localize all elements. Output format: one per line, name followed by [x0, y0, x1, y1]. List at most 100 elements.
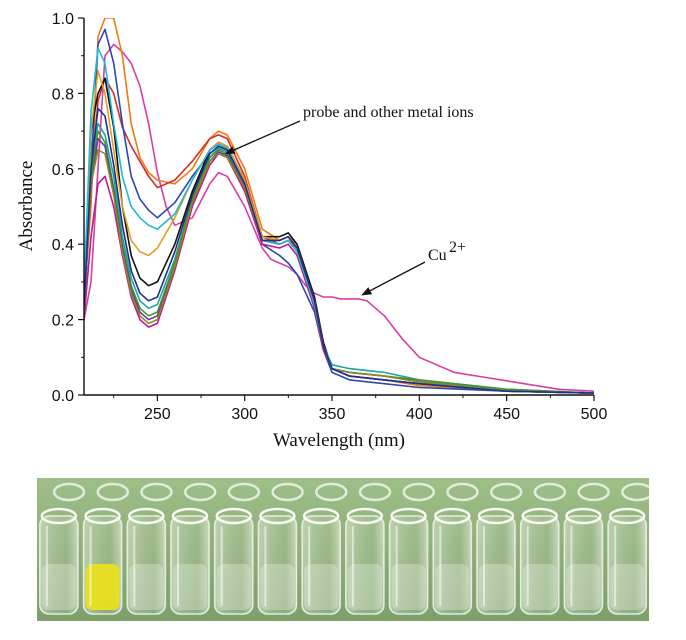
vial-rim [40, 507, 78, 525]
y-tick-label: 1.0 [52, 11, 74, 28]
vial [345, 507, 385, 615]
vial-back-rim [533, 482, 567, 502]
vial-glass [607, 515, 647, 615]
y-tick-label: 0.2 [52, 313, 74, 330]
vial-rim [302, 507, 340, 525]
vial [257, 507, 298, 615]
series-layer [84, 18, 594, 394]
vial-solution [435, 564, 470, 610]
vial [432, 507, 473, 615]
vials-photo [37, 478, 654, 621]
vial-rim [390, 507, 427, 525]
series-line-red [84, 77, 594, 394]
vial-solution [85, 564, 120, 610]
series-line-black [84, 77, 594, 394]
vial-back-rim [140, 482, 173, 502]
vial-back-rim [52, 482, 86, 502]
vial-solution [479, 564, 513, 610]
series-line-orange [84, 18, 594, 394]
vial-solution [304, 564, 339, 610]
vial-rim [171, 507, 209, 525]
vial [563, 507, 604, 615]
vial-back-rim [402, 482, 436, 502]
vial-back-rim [271, 482, 304, 502]
vial-rim [346, 507, 384, 525]
vial-rim [477, 507, 515, 525]
x-tick-label: 300 [231, 406, 258, 423]
x-tick-label: 400 [406, 406, 433, 423]
vials [39, 482, 654, 615]
axes [78, 17, 595, 401]
vial-glass [170, 515, 210, 615]
series-line-cu2- [84, 43, 594, 392]
series-line-blue [84, 28, 594, 394]
annotation-cu-label: Cu [428, 247, 447, 264]
vial-glass [432, 515, 473, 615]
absorbance-chart: 250 300 350 400 450 500 0.0 0.2 0.4 0.6 0.8 1.0 pro… [16, 11, 608, 451]
series-line-teal [84, 122, 594, 394]
vial-glass [39, 515, 79, 615]
y-tick-label: 0.4 [52, 237, 74, 254]
vials-photo-illustration [37, 478, 654, 621]
y-tick-label: 0.0 [52, 388, 74, 405]
vial [476, 507, 516, 615]
tick-labels: 250 300 350 400 450 500 0.0 0.2 0.4 0.6 0.8 1.0 [52, 11, 608, 423]
vial-solution [566, 564, 601, 610]
vial-solution [260, 564, 295, 610]
vial [388, 507, 429, 615]
vial-rim [565, 507, 602, 525]
vial-glass [519, 515, 560, 615]
series-line-purple [84, 137, 594, 394]
vial [126, 507, 167, 615]
vial-back-rim [358, 482, 392, 502]
vial-rim [84, 507, 121, 525]
vial-rim [608, 507, 646, 525]
annotation-cu-superscript: 2+ [449, 239, 466, 256]
series-line-olive [84, 149, 594, 394]
vial-glass [476, 515, 516, 615]
series-line-cyan [84, 47, 594, 394]
annotations: probe and other metal ions Cu 2+ [224, 104, 474, 296]
x-tick-label: 500 [581, 406, 608, 423]
y-tick-label: 0.8 [52, 86, 74, 103]
vial-glass [388, 515, 429, 615]
y-tick-label: 0.6 [52, 162, 74, 179]
vial-back-rim [227, 482, 261, 502]
vial-glass [257, 515, 298, 615]
vial-rim [128, 507, 165, 525]
vial-back-rim [183, 482, 217, 502]
vial [39, 507, 79, 615]
x-axis-title: Wavelength (nm) [273, 430, 405, 451]
series-line-navy [84, 107, 594, 394]
vial [213, 507, 254, 615]
vial-rim [215, 507, 252, 525]
vial-rim [521, 507, 558, 525]
vial [301, 507, 341, 615]
vial-glass [126, 515, 167, 615]
x-tick-label: 450 [493, 406, 520, 423]
vial-glass [213, 515, 254, 615]
annotation-cu-arrow [361, 261, 426, 296]
vial-solution [41, 564, 76, 610]
vial-back-rim [315, 482, 348, 502]
vial-solution [129, 564, 164, 610]
vial-back-rim [577, 482, 610, 502]
x-tick-label: 350 [319, 406, 346, 423]
vial-solution [391, 564, 426, 610]
vial-solution [522, 564, 557, 610]
series-line-green [84, 130, 594, 394]
vial-solution [173, 564, 207, 610]
vial-solution [347, 564, 382, 610]
vial-glass [563, 515, 604, 615]
vial [519, 507, 560, 615]
vial-back-rim [96, 482, 130, 502]
vial-rim [259, 507, 296, 525]
vial [82, 507, 123, 615]
x-tick-label: 250 [144, 406, 171, 423]
vial-glass [345, 515, 385, 615]
vial-solution [610, 564, 645, 610]
vial [607, 507, 647, 615]
vial [170, 507, 210, 615]
y-axis-title: Absorbance [16, 161, 37, 252]
vial-solution [216, 564, 251, 610]
